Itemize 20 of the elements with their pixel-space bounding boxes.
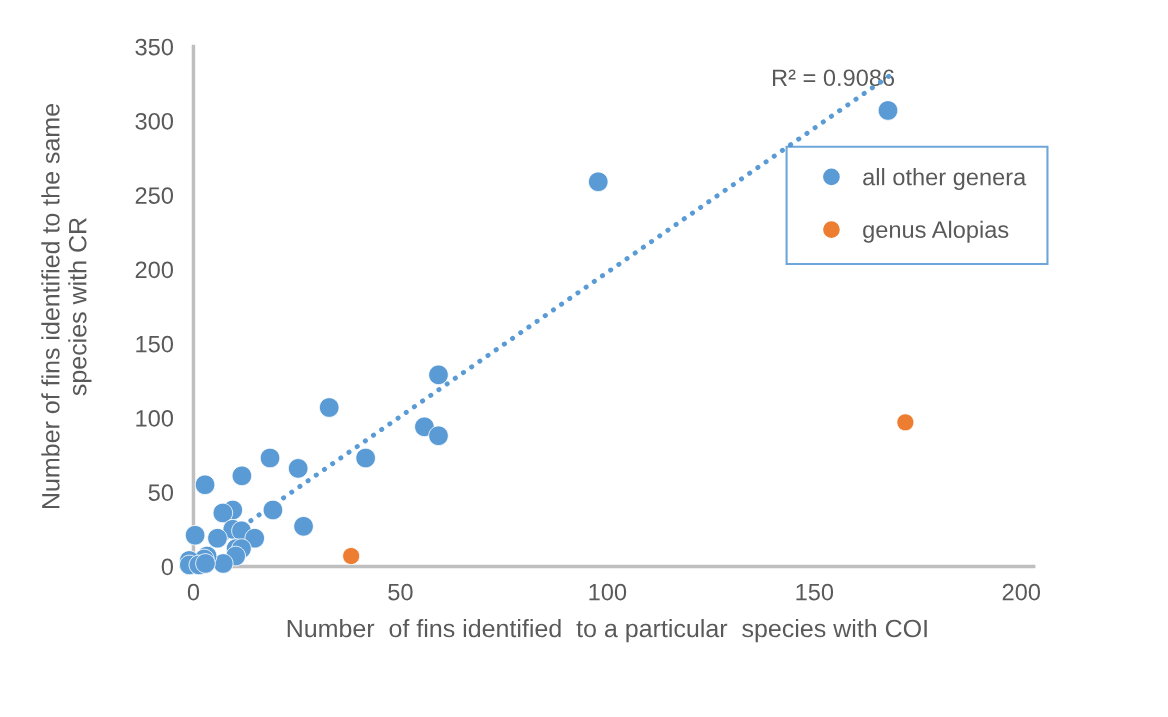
- y-tick-label: 100: [136, 409, 174, 427]
- point: [259, 447, 281, 469]
- y-tick-label: 300: [135, 112, 174, 130]
- y-tick-label: 50: [148, 484, 174, 501]
- legend-label: genus Alopias: [863, 220, 1009, 243]
- y-tick-label: 150: [136, 335, 174, 353]
- x-tick-label: 0: [187, 583, 200, 601]
- annotation: R² = 0.9086: [773, 69, 895, 87]
- x-tick-label: 150: [796, 583, 834, 601]
- legend-label: all other genera: [863, 168, 1027, 191]
- y-tick-label: 200: [135, 261, 174, 279]
- x-tick-label: 50: [388, 583, 413, 601]
- point: [588, 171, 609, 192]
- y-tick-label: 250: [135, 187, 174, 204]
- y-tick-label: 0: [161, 558, 174, 576]
- x-tick-label: 100: [589, 583, 627, 601]
- y-tick-label: 350: [135, 38, 174, 56]
- x-axis-title: Number of fins identified to a particular species with COI: [287, 619, 927, 643]
- y-axis-title: Number of fins identified to the same species with CR: [41, 104, 92, 509]
- x-tick-label: 200: [1002, 583, 1041, 601]
